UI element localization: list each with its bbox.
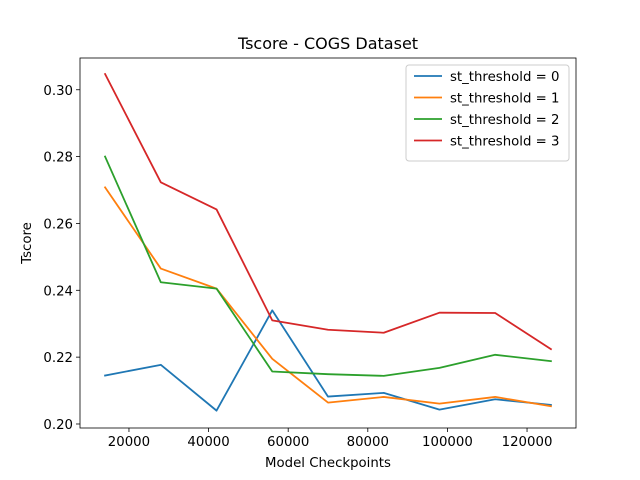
legend-label-2: st_threshold = 2 bbox=[450, 113, 559, 128]
x-tick-label: 40000 bbox=[187, 435, 229, 450]
series-line-0 bbox=[104, 309, 552, 412]
x-tick-label: 60000 bbox=[267, 435, 309, 450]
x-axis-label: Model Checkpoints bbox=[265, 456, 391, 471]
y-tick-label: 0.20 bbox=[43, 418, 73, 433]
series-line-1 bbox=[103, 186, 552, 408]
legend-box bbox=[405, 64, 570, 162]
legend-label-0: st_threshold = 0 bbox=[450, 70, 559, 85]
legend: st_threshold = 0 st_threshold = 1 st_thres… bbox=[405, 64, 570, 162]
x-tick-label: 80000 bbox=[347, 435, 389, 450]
y-tick-label: 0.28 bbox=[43, 151, 73, 166]
legend-label-3: st_threshold = 3 bbox=[450, 135, 559, 150]
series-line-3 bbox=[103, 72, 553, 351]
plot-frame bbox=[79, 57, 577, 429]
x-tick-label: 100000 bbox=[422, 435, 473, 450]
series-line-2 bbox=[103, 155, 552, 377]
chart-title: Tscore - COGS Dataset bbox=[237, 34, 418, 53]
legend-label-1: st_threshold = 1 bbox=[450, 92, 559, 107]
x-tick-label: 120000 bbox=[502, 435, 553, 450]
y-tick-label: 0.24 bbox=[43, 284, 73, 299]
y-tick-label: 0.22 bbox=[43, 351, 73, 366]
y-axis-label: Tscore bbox=[20, 222, 35, 265]
x-tick-label: 20000 bbox=[108, 435, 150, 450]
y-tick-label: 0.30 bbox=[43, 84, 73, 99]
y-tick-label: 0.26 bbox=[43, 217, 73, 232]
